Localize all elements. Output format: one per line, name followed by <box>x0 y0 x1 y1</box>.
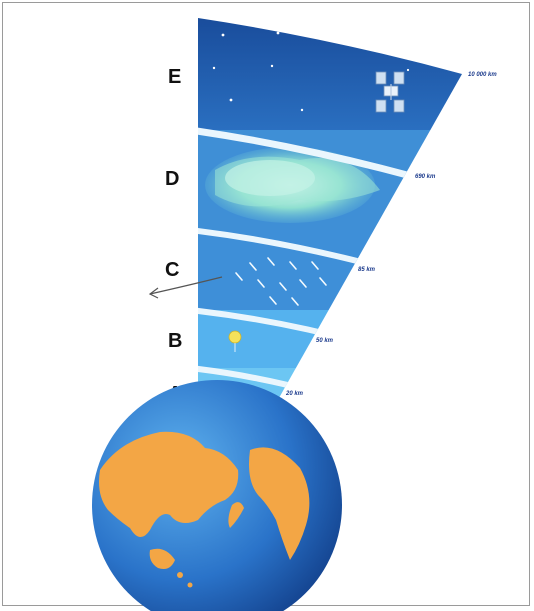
layer-letter-b: B <box>168 330 182 352</box>
altitude-label-d: 690 km <box>415 174 436 180</box>
island <box>228 502 244 528</box>
stars <box>212 31 410 112</box>
layer-letter-d: D <box>165 168 179 190</box>
island <box>187 582 193 588</box>
atmosphere-wedge <box>198 18 462 428</box>
altitude-label-a: 20 km <box>285 391 304 397</box>
earth-globe <box>92 380 342 611</box>
weather-balloon-icon <box>228 330 242 352</box>
layer-letter-e: E <box>168 66 181 88</box>
layer-e-fill <box>198 18 462 130</box>
layer-c-fill <box>198 230 462 310</box>
altitude-label-b: 50 km <box>316 338 334 344</box>
continent-north-america <box>249 447 310 560</box>
satellite-icon <box>375 71 405 113</box>
continent-asia <box>99 431 239 538</box>
meteors <box>235 257 327 306</box>
island <box>149 548 175 569</box>
altitude-label-c: 85 km <box>358 267 376 273</box>
island <box>177 572 183 578</box>
altitude-label-e: 10 000 km <box>468 72 497 78</box>
annotation-arrow <box>148 276 223 299</box>
aurora <box>205 147 380 223</box>
layer-letter-c: C <box>165 259 179 281</box>
